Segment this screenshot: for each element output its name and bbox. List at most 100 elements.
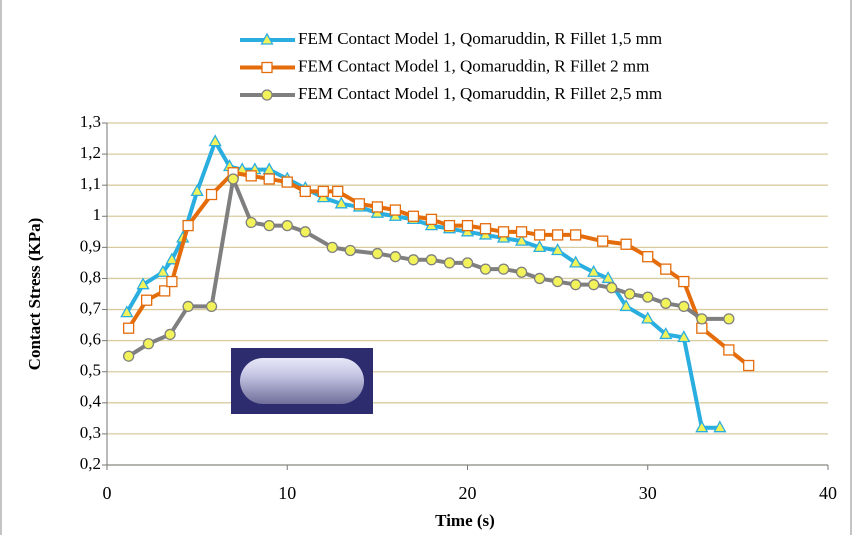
marker — [443, 257, 456, 269]
marker — [159, 285, 171, 297]
marker — [425, 213, 438, 226]
marker — [205, 188, 218, 201]
y-tick-label: 1 — [93, 205, 102, 224]
marker — [263, 173, 275, 185]
marker — [713, 420, 727, 433]
y-tick-label: 0,9 — [80, 236, 101, 255]
marker — [182, 219, 194, 232]
marker — [597, 235, 609, 247]
x-tick-label: 20 — [459, 483, 477, 503]
marker — [261, 89, 273, 101]
marker — [659, 327, 673, 340]
y-tick-label: 0,4 — [80, 392, 102, 411]
marker — [164, 328, 176, 341]
marker — [641, 311, 655, 324]
series — [122, 167, 755, 372]
marker — [624, 288, 636, 300]
y-axis-title: Contact Stress (KPa) — [25, 218, 44, 371]
marker — [326, 241, 338, 254]
marker — [620, 238, 632, 250]
marker — [261, 61, 273, 74]
marker — [281, 176, 293, 188]
marker — [299, 185, 311, 198]
marker — [344, 244, 356, 257]
marker — [515, 266, 528, 278]
marker — [182, 300, 194, 313]
legend-label: FEM Contact Model 1, Qomaruddin, R Fille… — [298, 84, 662, 103]
y-tick-label: 0,2 — [80, 454, 101, 473]
marker — [299, 226, 311, 238]
y-tick-label: 0,5 — [80, 361, 101, 380]
marker — [533, 229, 546, 241]
marker — [122, 322, 135, 334]
marker — [515, 226, 528, 238]
y-tick-label: 1,3 — [80, 112, 101, 131]
marker — [334, 196, 348, 209]
x-tick-label: 10 — [278, 483, 296, 503]
marker — [479, 223, 492, 235]
marker — [587, 264, 601, 277]
marker — [619, 299, 633, 312]
marker — [551, 243, 565, 256]
marker — [570, 229, 582, 241]
marker — [743, 359, 755, 372]
marker — [281, 219, 293, 232]
marker — [260, 32, 274, 45]
y-tick-label: 1,2 — [80, 143, 101, 162]
marker — [570, 279, 582, 291]
marker — [497, 226, 510, 238]
marker — [678, 300, 690, 313]
marker — [425, 254, 438, 266]
marker — [461, 257, 474, 269]
marker — [533, 240, 547, 253]
marker — [514, 233, 529, 246]
marker — [353, 198, 366, 210]
y-tick-label: 0,6 — [80, 330, 101, 349]
marker — [642, 251, 654, 263]
marker — [551, 275, 564, 288]
marker — [166, 275, 178, 288]
series-line — [126, 170, 750, 368]
legend-label: FEM Contact Model 1, Qomaruddin, R Fille… — [298, 56, 649, 75]
x-axis-title: Time (s) — [435, 511, 495, 530]
marker — [723, 313, 735, 325]
marker — [461, 219, 474, 232]
marker — [136, 277, 150, 290]
marker — [678, 275, 690, 288]
y-tick-label: 0,8 — [80, 267, 101, 286]
axes: 0,2 0,3 0,4 0,5 0,6 0,7 0,8 0,9 1 1,1 1,2 1,3 0 10 20 3… — [80, 112, 837, 503]
marker — [389, 204, 402, 216]
marker — [695, 420, 709, 433]
marker — [479, 263, 492, 275]
y-tick-label: 0,7 — [80, 298, 102, 317]
marker — [332, 185, 344, 198]
marker — [120, 305, 134, 318]
marker — [122, 350, 135, 362]
x-tick-label: 30 — [639, 483, 657, 503]
y-tick-label: 1,1 — [80, 174, 101, 193]
marker — [660, 297, 672, 309]
marker — [227, 173, 239, 185]
marker — [156, 264, 170, 277]
series — [122, 173, 735, 362]
marker — [443, 219, 456, 232]
inset-image — [231, 348, 373, 414]
marker — [497, 263, 510, 275]
marker — [677, 330, 691, 343]
marker — [696, 313, 708, 325]
x-tick-label: 0 — [103, 483, 112, 503]
marker — [205, 300, 218, 313]
marker — [141, 294, 153, 306]
marker — [142, 338, 155, 350]
marker — [569, 255, 583, 268]
inset-capsule — [240, 358, 364, 404]
marker — [371, 201, 384, 213]
marker — [588, 279, 600, 291]
marker — [245, 170, 257, 182]
marker — [642, 291, 654, 303]
marker — [660, 263, 672, 275]
marker — [190, 184, 204, 197]
marker — [165, 252, 179, 265]
